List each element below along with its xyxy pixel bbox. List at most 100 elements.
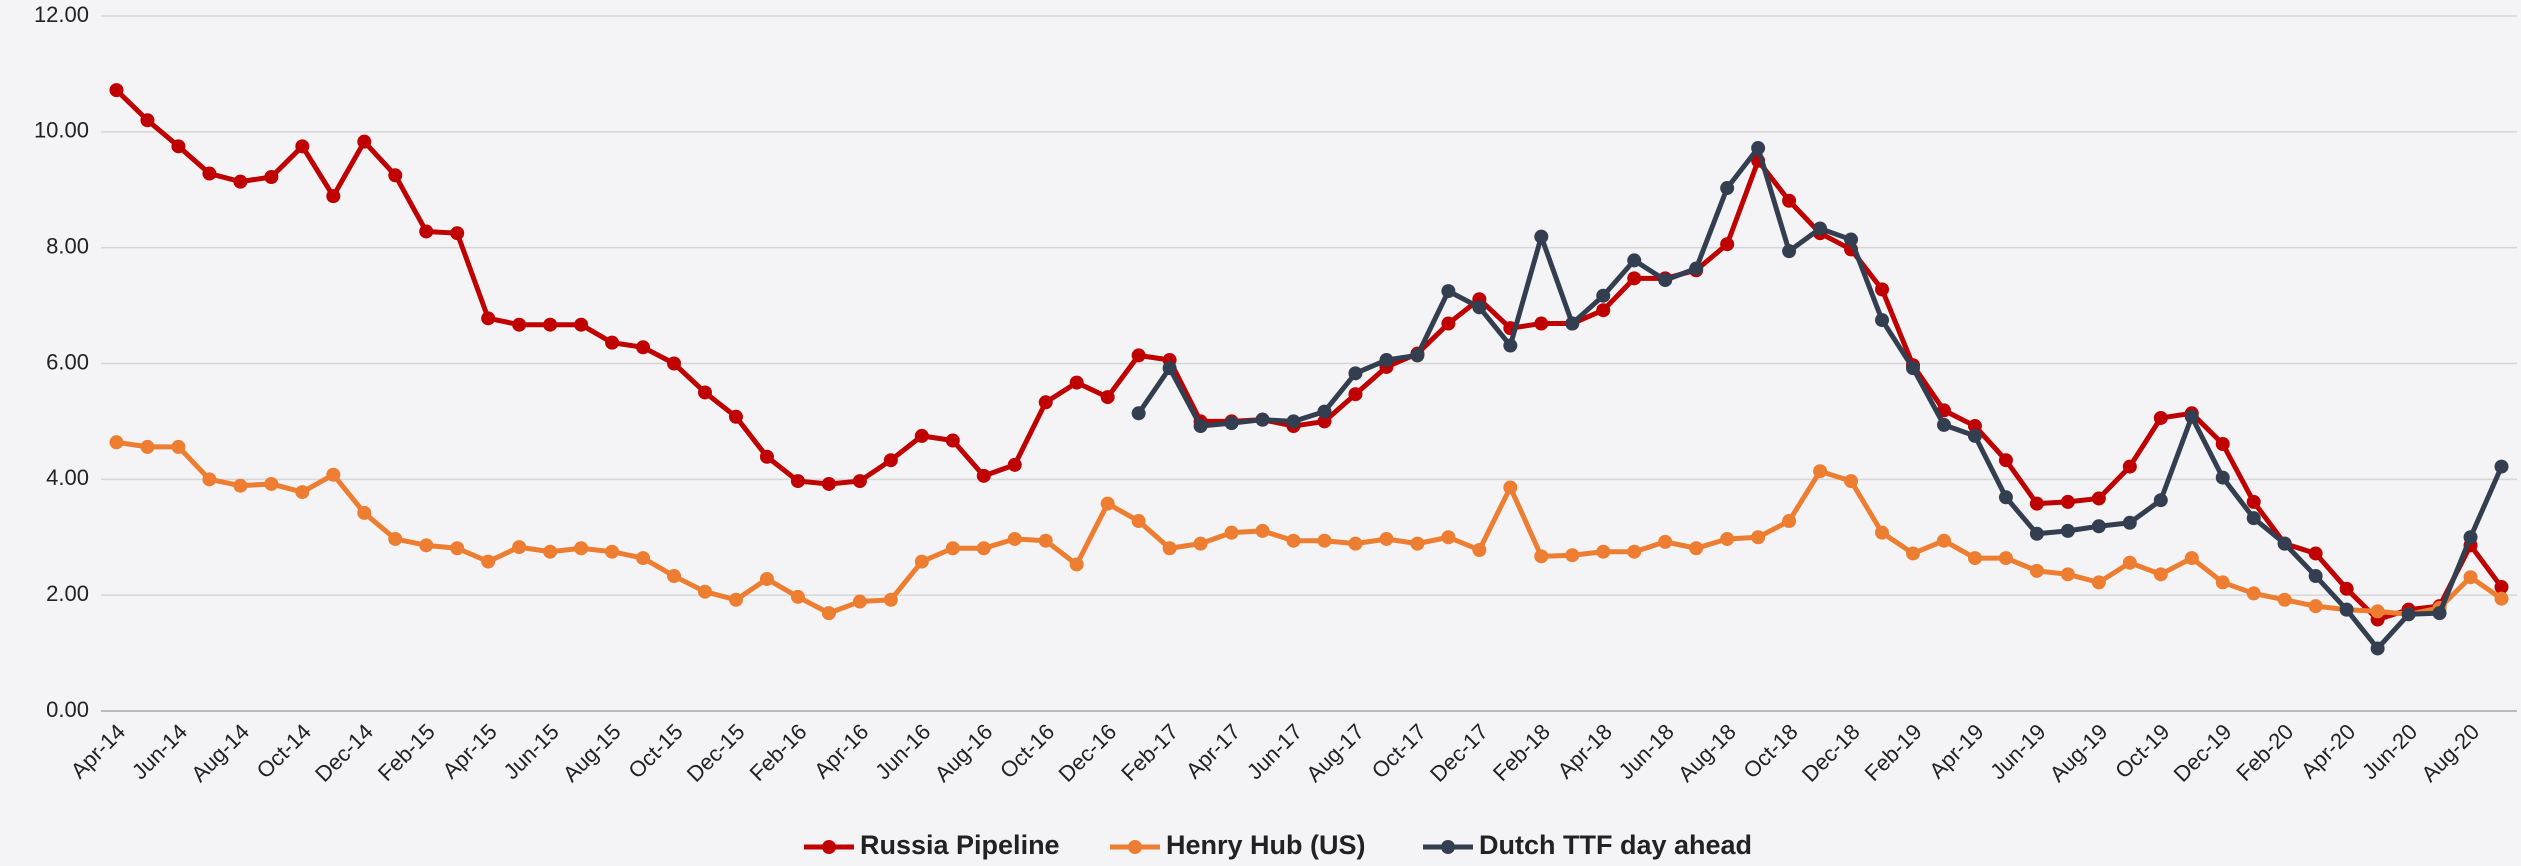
x-tick-label: Feb-18 (1488, 719, 1555, 786)
y-tick-label: 6.00 (46, 349, 89, 374)
data-point (1813, 221, 1828, 236)
data-point (2246, 586, 2261, 601)
legend-label: Henry Hub (US) (1166, 830, 1366, 860)
data-point (821, 606, 836, 621)
data-point (1379, 531, 1394, 546)
data-point (543, 317, 558, 332)
legend-marker (1441, 840, 1455, 854)
data-point (2339, 602, 2354, 617)
x-tick-label: Dec-15 (682, 719, 750, 787)
data-point (1503, 338, 1518, 353)
data-point (2432, 606, 2447, 621)
data-point (2215, 437, 2230, 452)
data-point (1317, 414, 1332, 429)
data-point (1162, 541, 1177, 556)
legend-marker (822, 840, 836, 854)
data-point (1658, 273, 1673, 288)
data-point (357, 134, 372, 149)
data-point (790, 589, 805, 604)
data-point (852, 474, 867, 489)
x-tick-label: Apr-19 (1924, 719, 1988, 783)
data-point (171, 139, 186, 154)
data-point (945, 433, 960, 448)
x-tick-label: Jun-17 (1242, 719, 1307, 784)
data-point (636, 340, 651, 355)
data-point (202, 472, 217, 487)
x-tick-label: Aug-14 (186, 719, 254, 787)
data-point (1906, 361, 1920, 376)
data-point (883, 453, 898, 468)
data-point (2060, 523, 2075, 538)
data-point (1534, 229, 1549, 244)
data-point (264, 476, 279, 491)
data-point (1875, 525, 1890, 540)
data-point (2122, 515, 2137, 530)
data-point (2339, 581, 2354, 596)
x-tick-label: Jun-18 (1614, 719, 1679, 784)
data-point (1534, 549, 1549, 564)
data-point (1193, 536, 1208, 551)
data-point (698, 385, 712, 400)
data-point (976, 468, 991, 483)
y-tick-label: 2.00 (46, 581, 89, 606)
data-point (1472, 300, 1487, 315)
data-point (543, 544, 558, 559)
data-point (1193, 419, 1208, 434)
x-tick-label: Oct-17 (1367, 719, 1431, 783)
data-point (605, 335, 620, 350)
data-point (852, 594, 867, 609)
x-tick-label: Oct-15 (623, 719, 687, 783)
data-point (1224, 416, 1239, 431)
data-point (2029, 496, 2044, 511)
data-point (264, 170, 279, 185)
data-point (2308, 569, 2323, 584)
data-point (140, 439, 155, 454)
y-tick-label: 0.00 (46, 697, 89, 722)
x-tick-label: Oct-19 (2110, 719, 2174, 783)
data-point (1348, 387, 1363, 402)
data-point (2060, 494, 2075, 509)
data-point (1565, 548, 1580, 563)
data-point (759, 571, 774, 586)
x-tick-label: Oct-18 (1738, 719, 1802, 783)
data-point (450, 541, 465, 556)
data-point (2215, 470, 2230, 485)
legend-item: Henry Hub (US) (1110, 830, 1366, 860)
x-tick-label: Aug-17 (1301, 719, 1369, 787)
data-point (2246, 511, 2261, 526)
data-point (326, 189, 341, 204)
data-point (2029, 563, 2044, 578)
data-point (1410, 536, 1425, 551)
x-tick-label: Dec-19 (2169, 719, 2237, 787)
x-tick-label: Oct-16 (995, 719, 1059, 783)
legend-item: Russia Pipeline (804, 830, 1060, 860)
data-point (2122, 555, 2137, 570)
data-point (1317, 404, 1332, 419)
data-point (2494, 580, 2509, 595)
data-point (945, 541, 960, 556)
data-point (976, 541, 991, 556)
data-point (109, 435, 124, 450)
data-point (1627, 253, 1642, 268)
data-point (1038, 395, 1053, 410)
data-point (1348, 536, 1363, 551)
data-point (2153, 410, 2168, 425)
data-point (233, 174, 248, 189)
data-point (1069, 375, 1084, 390)
data-point (1720, 531, 1735, 546)
data-point (914, 428, 929, 443)
data-point (1596, 303, 1611, 318)
data-point (171, 439, 186, 454)
data-point (1441, 530, 1456, 545)
data-point (1875, 282, 1890, 297)
data-point (140, 113, 155, 128)
data-point (512, 317, 527, 332)
x-tick-label: Apr-16 (809, 719, 873, 783)
data-point (2370, 604, 2385, 619)
data-point (2091, 575, 2106, 590)
y-tick-label: 12.00 (34, 2, 89, 27)
data-point (605, 544, 620, 559)
data-point (295, 139, 310, 154)
